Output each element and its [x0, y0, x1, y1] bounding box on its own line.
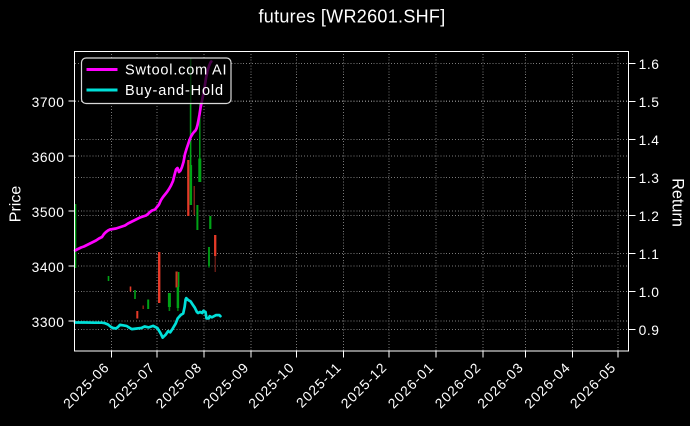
- svg-text:1.1: 1.1: [639, 247, 660, 262]
- svg-text:Buy-and-Hold: Buy-and-Hold: [125, 83, 224, 99]
- svg-text:3400: 3400: [32, 260, 65, 275]
- svg-text:3300: 3300: [32, 315, 65, 330]
- svg-text:Swtool.com AI: Swtool.com AI: [125, 63, 227, 79]
- svg-text:3600: 3600: [32, 150, 65, 165]
- svg-text:Return: Return: [668, 178, 686, 227]
- svg-text:1.0: 1.0: [639, 285, 660, 300]
- svg-text:1.6: 1.6: [639, 57, 660, 72]
- svg-text:3700: 3700: [32, 95, 65, 110]
- svg-text:1.2: 1.2: [639, 209, 660, 224]
- svg-text:1.3: 1.3: [639, 171, 660, 186]
- svg-text:1.5: 1.5: [639, 95, 660, 110]
- svg-text:1.4: 1.4: [639, 133, 660, 148]
- svg-text:futures [WR2601.SHF]: futures [WR2601.SHF]: [258, 7, 445, 27]
- svg-text:0.9: 0.9: [639, 323, 660, 338]
- svg-text:Price: Price: [8, 186, 25, 223]
- svg-text:3500: 3500: [32, 205, 65, 220]
